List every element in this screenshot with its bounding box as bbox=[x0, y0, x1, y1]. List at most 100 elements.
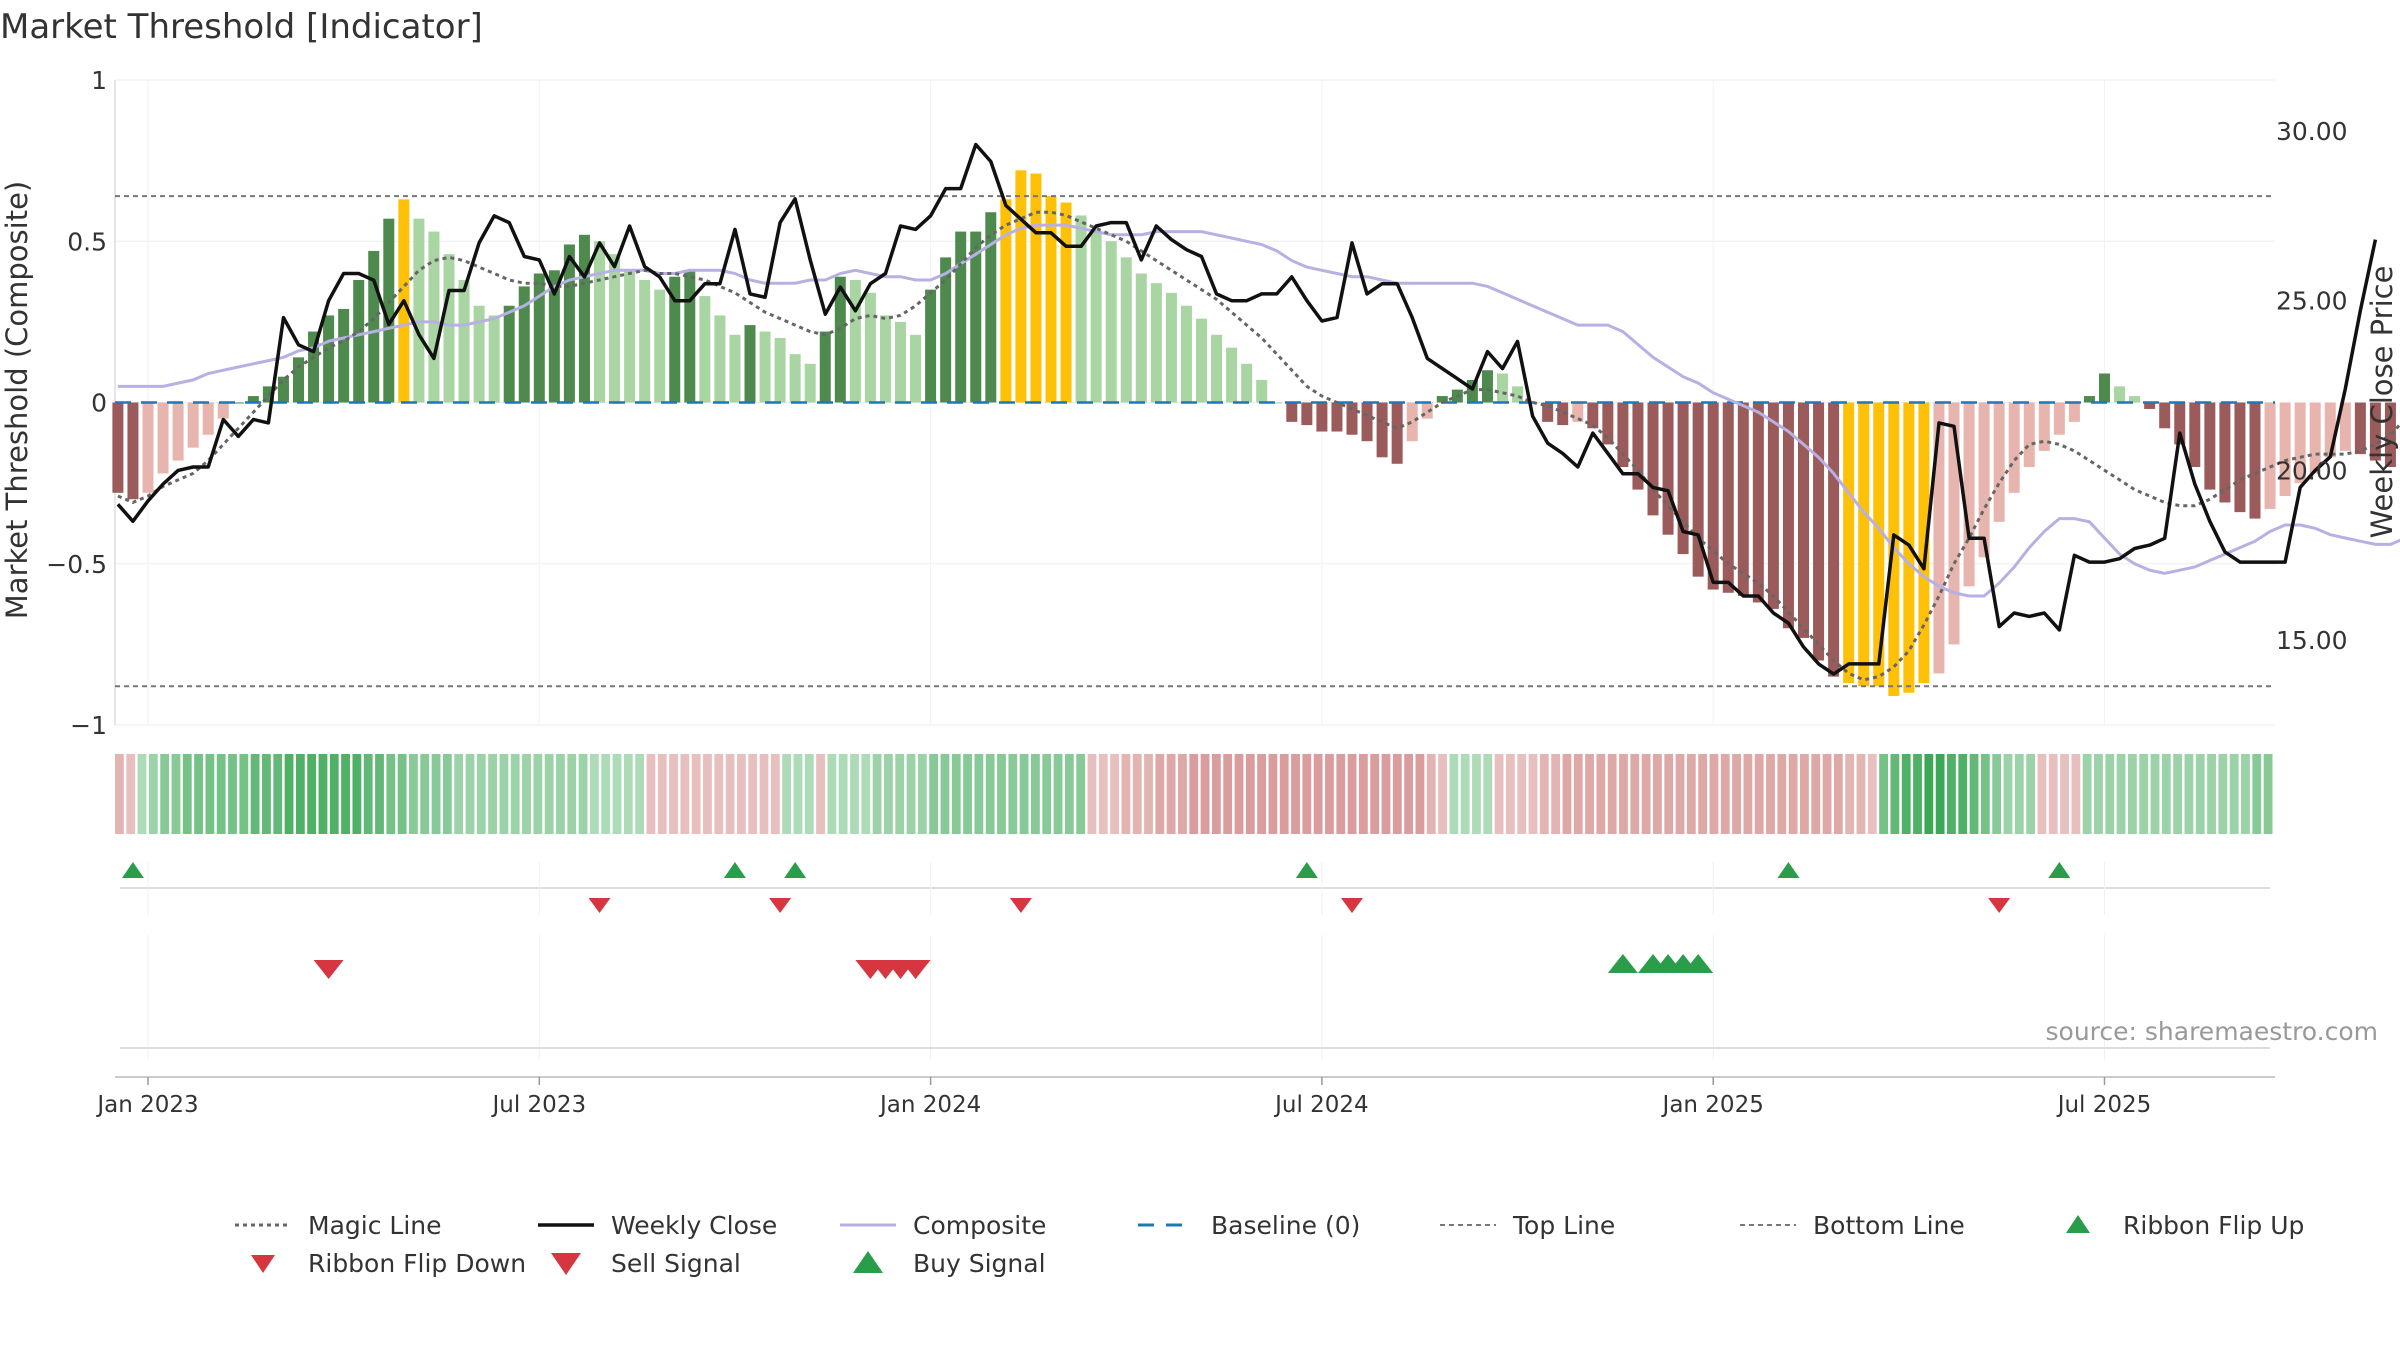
ribbon-cell bbox=[2037, 754, 2047, 834]
composite-bar bbox=[804, 363, 816, 403]
ribbon-cell bbox=[1913, 754, 1922, 834]
ribbon-cell bbox=[1358, 754, 1368, 834]
composite-bar bbox=[940, 257, 952, 403]
composite-bar bbox=[1105, 241, 1117, 403]
composite-bar bbox=[473, 305, 485, 403]
composite-bar bbox=[1376, 402, 1388, 458]
composite-bar bbox=[458, 279, 470, 403]
composite-bar bbox=[563, 244, 575, 403]
ribbon-cell bbox=[1302, 754, 1312, 834]
composite-bar bbox=[744, 325, 756, 403]
ribbon-cell bbox=[793, 754, 803, 834]
composite-bar bbox=[2369, 402, 2381, 461]
ribbon-cell bbox=[816, 754, 825, 834]
ribbon-cell bbox=[386, 754, 396, 834]
sell-signal-marker bbox=[313, 960, 344, 979]
x-axis: Jan 2023 Jul 2023 Jan 2024 Jul 2024 Jan 2025… bbox=[95, 1076, 2275, 1118]
ribbon-cell bbox=[1291, 754, 1300, 834]
legend-label: Sell Signal bbox=[611, 1249, 741, 1278]
ribbon-cell bbox=[714, 754, 724, 834]
composite-bar bbox=[323, 315, 335, 403]
legend: Magic Line Weekly Close Composite Baseline … bbox=[235, 1211, 2304, 1278]
ribbon-cell bbox=[1132, 754, 1142, 834]
composite-bar bbox=[1602, 402, 1614, 445]
composite-bar bbox=[1241, 363, 1253, 403]
ribbon-cell bbox=[1867, 754, 1877, 834]
ribbon-cell bbox=[1958, 754, 1968, 834]
legend-item: Top Line bbox=[1440, 1211, 1615, 1240]
buy-signal-marker bbox=[1607, 954, 1638, 973]
composite-bar bbox=[1045, 196, 1057, 403]
composite-bar bbox=[1331, 402, 1343, 432]
x-tick-label: Jul 2025 bbox=[2056, 1092, 2152, 1118]
composite-bar bbox=[1361, 402, 1373, 442]
composite-bar bbox=[1843, 402, 1855, 684]
ribbon-cell bbox=[2094, 754, 2103, 834]
ribbon-flip-down-marker bbox=[588, 898, 611, 913]
composite-bar bbox=[2023, 402, 2035, 467]
ribbon-cell bbox=[895, 754, 905, 834]
composite-bar bbox=[624, 270, 636, 403]
composite-bar bbox=[1677, 402, 1689, 555]
ribbon-cell bbox=[1811, 754, 1821, 834]
y-right-axis-label: Weekly Close Price bbox=[2365, 266, 2399, 539]
composite-bar bbox=[1828, 402, 1840, 677]
legend-label: Bottom Line bbox=[1813, 1211, 1965, 1240]
legend-item: Weekly Close bbox=[538, 1211, 777, 1240]
composite-bar bbox=[1060, 202, 1072, 403]
composite-bar bbox=[1813, 402, 1825, 661]
ribbon-cell bbox=[352, 754, 362, 834]
ribbon-cell bbox=[533, 754, 543, 834]
composite-bar bbox=[879, 315, 891, 403]
composite-bar bbox=[1316, 402, 1328, 432]
ribbon-cell bbox=[1268, 754, 1278, 834]
composite-bar bbox=[2294, 402, 2306, 484]
composite-bar bbox=[1617, 402, 1629, 467]
composite-bar bbox=[1572, 402, 1584, 422]
ribbon-cell bbox=[375, 754, 384, 834]
ribbon-cell bbox=[488, 754, 498, 834]
legend-item: Composite bbox=[840, 1211, 1046, 1240]
composite-bar bbox=[2204, 402, 2216, 490]
x-tick-label: Jul 2024 bbox=[1273, 1092, 1369, 1118]
ribbon-flip-down-marker bbox=[769, 898, 792, 913]
composite-bar bbox=[443, 254, 455, 403]
ribbon-cell bbox=[1234, 754, 1244, 834]
y-left-tick-label: 1 bbox=[91, 66, 107, 95]
composite-bar bbox=[142, 402, 154, 493]
composite-bar bbox=[1963, 402, 1975, 587]
ribbon-cell bbox=[1743, 754, 1753, 834]
ribbon-cell bbox=[1031, 754, 1040, 834]
composite-bar bbox=[503, 305, 515, 403]
ribbon-cell bbox=[1675, 754, 1685, 834]
composite-bar bbox=[684, 270, 696, 403]
legend-label: Composite bbox=[913, 1211, 1046, 1240]
ribbon-cell bbox=[1653, 754, 1662, 834]
ribbon-cell bbox=[1245, 754, 1255, 834]
composite-bar bbox=[669, 276, 681, 403]
ribbon-cell bbox=[1517, 754, 1527, 834]
ribbon-cell bbox=[736, 754, 746, 834]
ribbon-cell bbox=[205, 754, 215, 834]
ribbon-cell bbox=[2195, 754, 2205, 834]
ribbon-cell bbox=[646, 754, 656, 834]
ribbon-cell bbox=[1370, 754, 1380, 834]
composite-bar bbox=[2159, 402, 2171, 429]
ribbon-panel bbox=[115, 754, 2273, 834]
ribbon-cell bbox=[148, 754, 158, 834]
composite-bar bbox=[1873, 402, 1885, 687]
ribbon-cell bbox=[601, 754, 611, 834]
ribbon-cell bbox=[1223, 754, 1233, 834]
composite-bar bbox=[1752, 402, 1764, 603]
ribbon-cell bbox=[2263, 754, 2273, 834]
composite-bar bbox=[714, 315, 726, 403]
ribbon-cell bbox=[442, 754, 452, 834]
ribbon-cell bbox=[1087, 754, 1097, 834]
ribbon-flip-up-marker bbox=[1295, 862, 1318, 878]
ribbon-cell bbox=[2139, 754, 2149, 834]
ribbon-cell bbox=[2161, 754, 2171, 834]
composite-bar bbox=[2234, 402, 2246, 513]
composite-bar bbox=[1030, 173, 1042, 403]
ribbon-cell bbox=[160, 754, 170, 834]
